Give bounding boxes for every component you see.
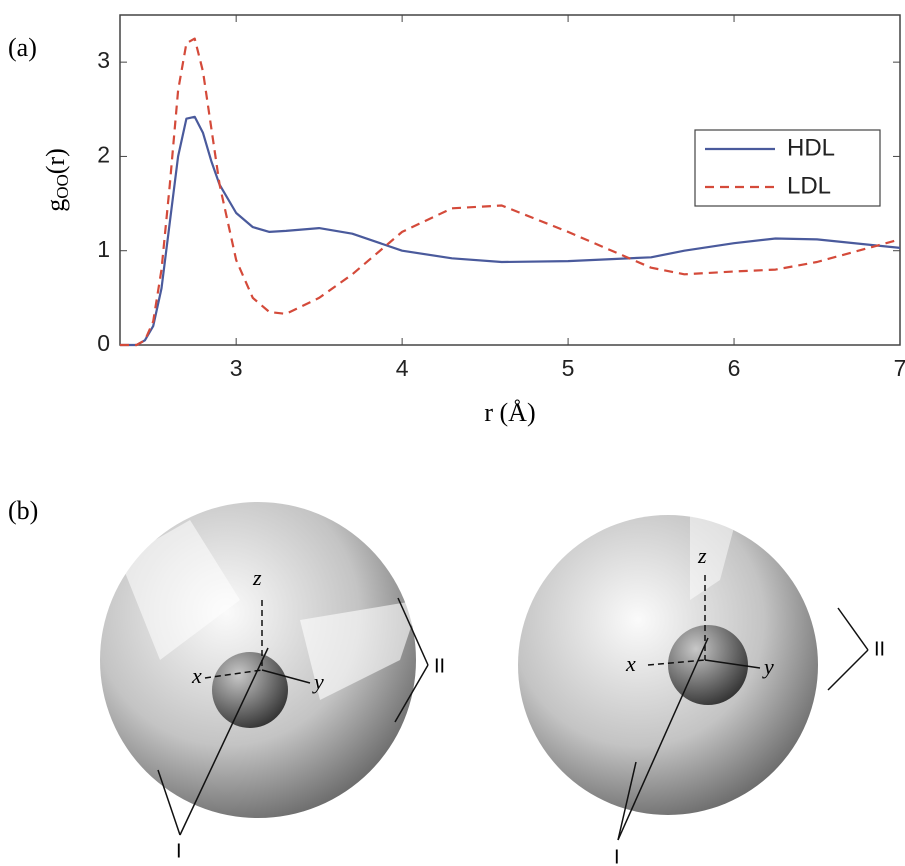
axis-line [704, 659, 761, 669]
shell-gap [690, 505, 740, 600]
callout-line [617, 761, 637, 841]
axis-label: x [625, 651, 636, 676]
core-sphere [212, 652, 288, 728]
y-axis-label-main: g [41, 199, 70, 212]
callout-line [837, 607, 869, 651]
x-tick-label: 6 [728, 355, 741, 381]
plot-frame [119, 14, 901, 346]
axis-label: y [312, 669, 324, 694]
legend-label: LDL [787, 172, 831, 199]
axis-line [261, 669, 311, 684]
axis-label: x [191, 663, 202, 688]
x-tick-label: 4 [396, 355, 409, 381]
x-axis-label: r (Å) [484, 398, 535, 427]
y-tick-label: 3 [97, 47, 110, 73]
axis-label: y [762, 654, 774, 679]
y-axis-label: gOO(r) [41, 148, 72, 212]
callout-label: II [874, 638, 885, 660]
x-tick-label: 5 [562, 355, 575, 381]
legend-label: HDL [787, 134, 835, 161]
callout-line [617, 637, 709, 841]
y-axis-label-sub: OO [53, 174, 72, 199]
axis-label: z [252, 565, 262, 590]
axis-label: z [697, 543, 707, 568]
line-chart: 0 1 2 3 3 4 5 6 7 r (Å) gOO(r) HDL LDL [41, 14, 905, 427]
shell-gap [120, 520, 240, 660]
left-render: x y z I II [100, 502, 445, 862]
panel-label: (a) [8, 33, 37, 62]
x-tick-label: 3 [230, 355, 243, 381]
callout-line [179, 647, 269, 836]
right-render: x y z I II [518, 505, 885, 866]
callout-label: II [434, 655, 445, 677]
callout-line [394, 664, 429, 723]
data-line [120, 115, 901, 347]
core-sphere [668, 625, 748, 705]
x-tick-label: 7 [894, 355, 905, 381]
panel-label: (b) [8, 496, 38, 525]
callout-line [397, 597, 429, 666]
data-line [120, 37, 901, 347]
y-tick-label: 2 [97, 142, 110, 168]
legend-box [694, 129, 881, 207]
shell-gap [300, 600, 420, 700]
y-tick-label: 0 [97, 330, 110, 356]
callout-label: I [614, 846, 620, 866]
y-tick-label: 1 [97, 236, 110, 262]
callout-label: I [176, 840, 182, 862]
y-axis-label-tail: (r) [41, 148, 70, 174]
callout-line [827, 649, 869, 691]
callout-line [157, 769, 181, 836]
